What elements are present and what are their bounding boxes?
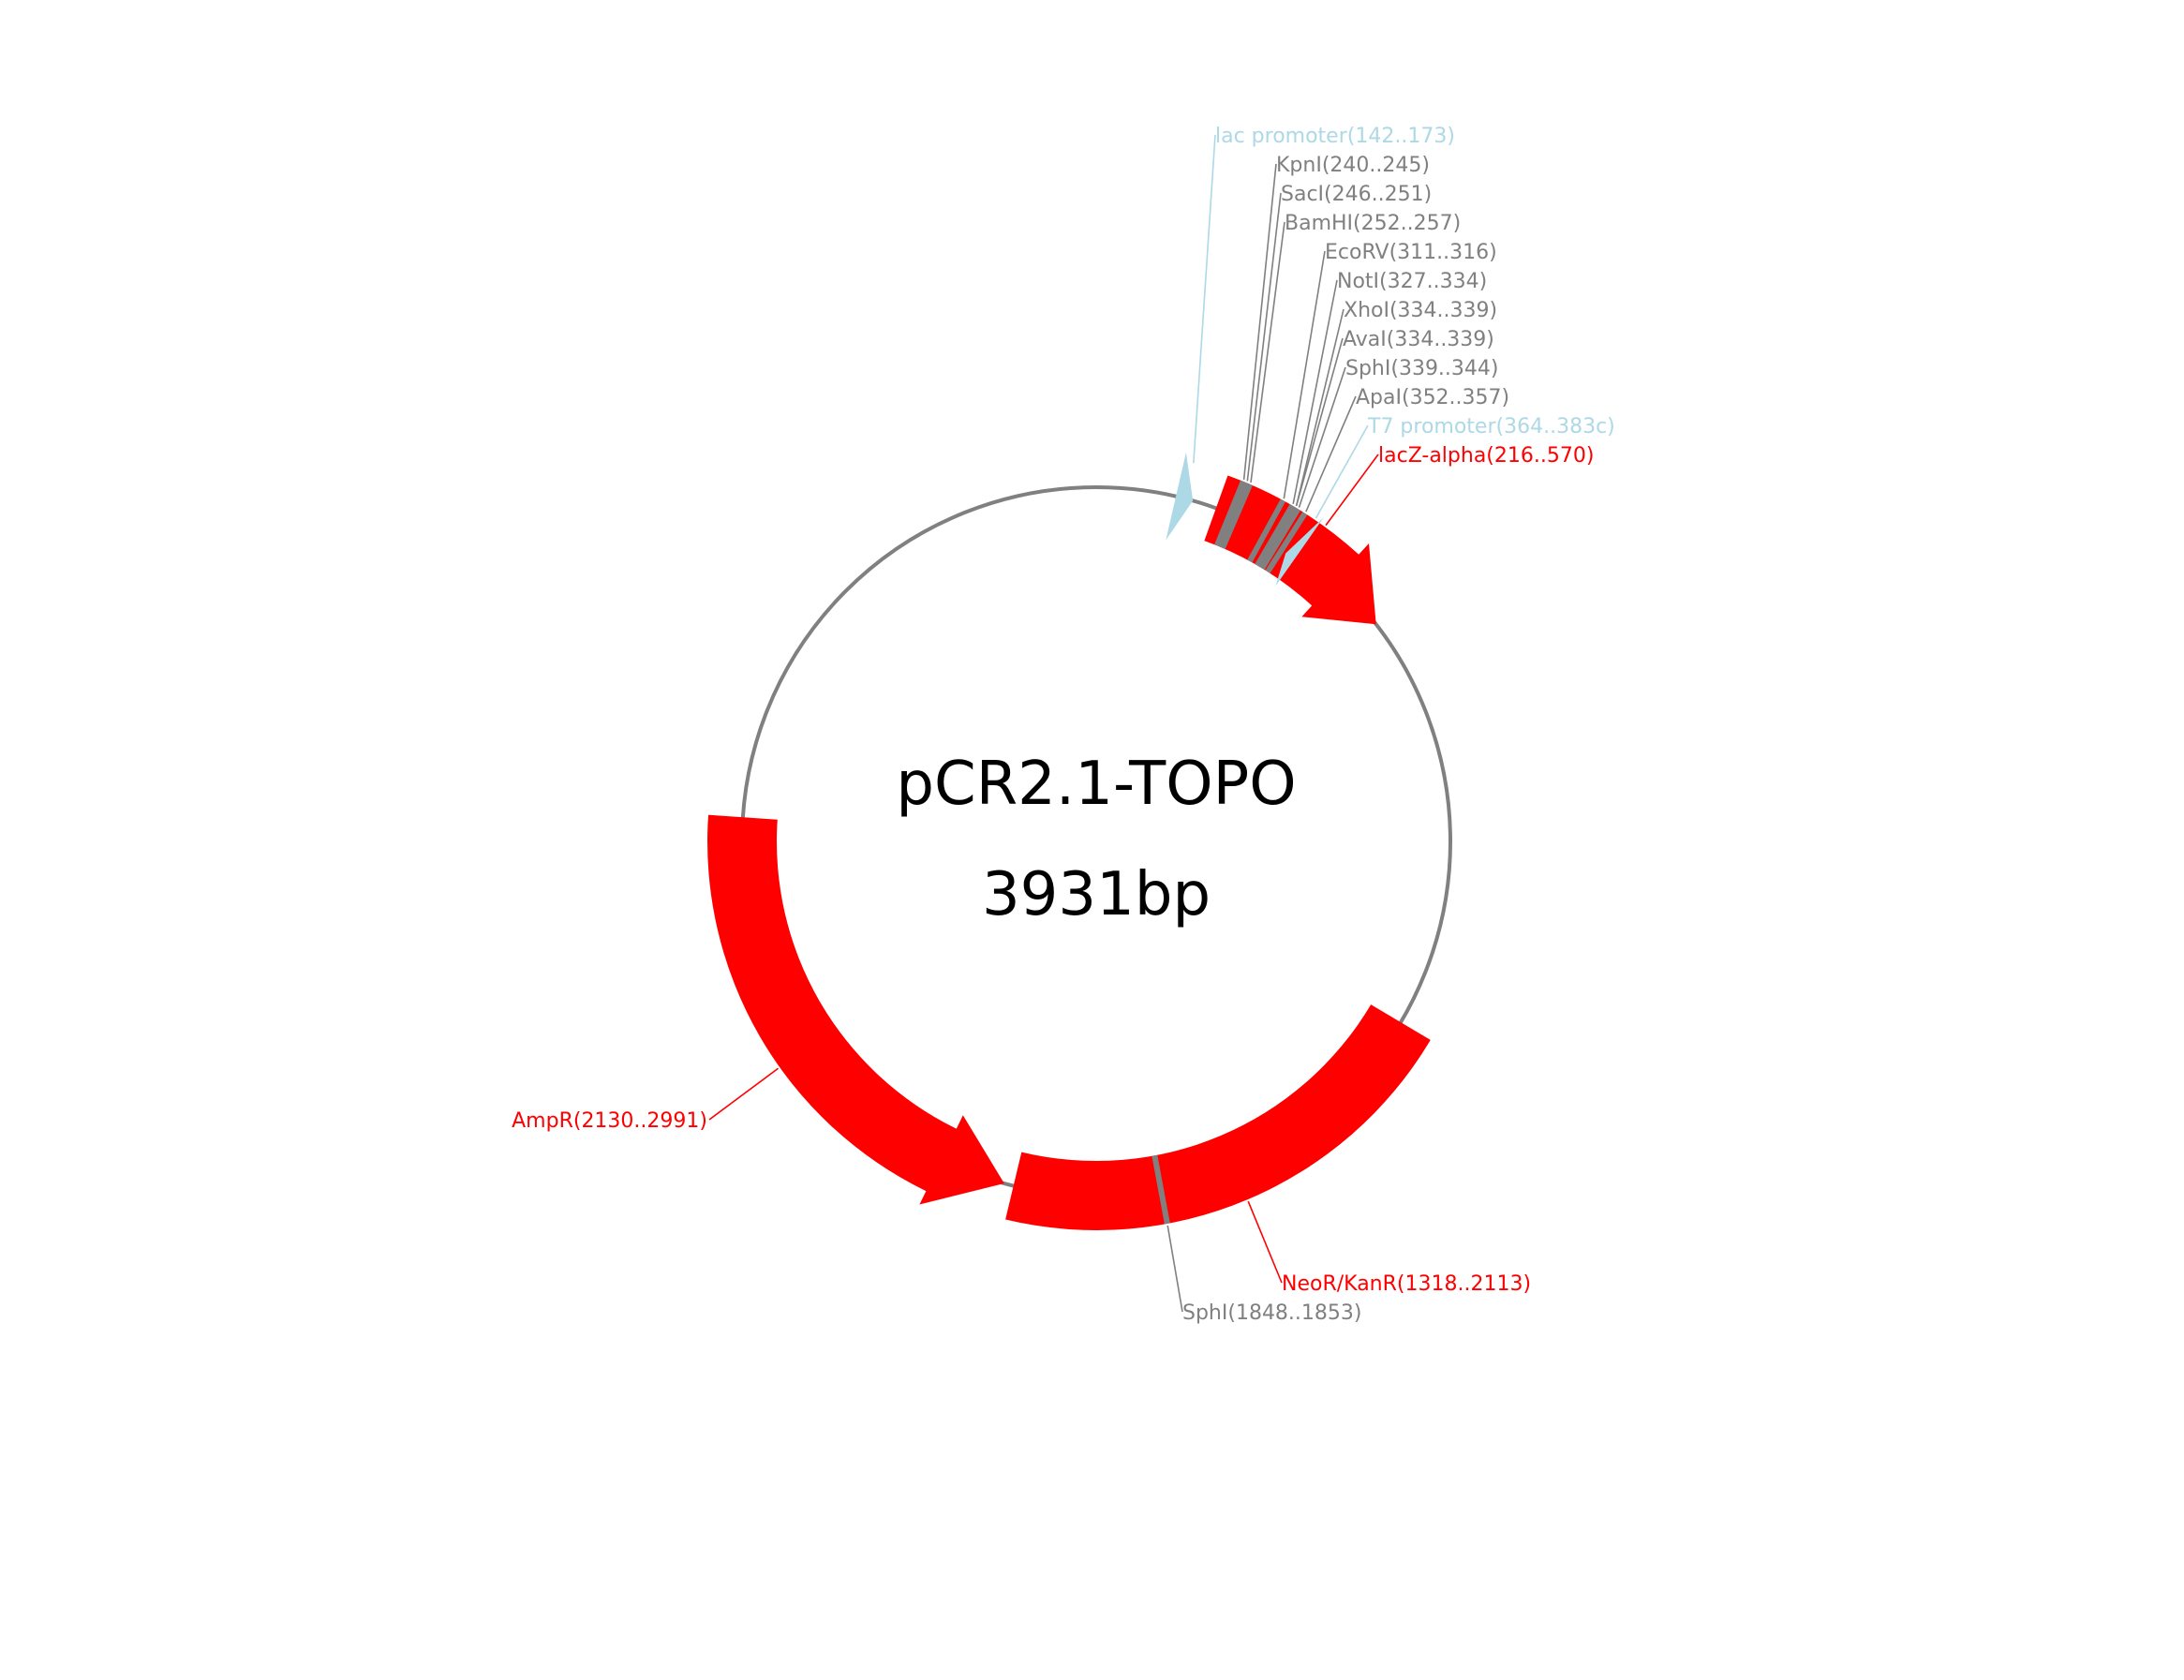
feature-layer — [707, 452, 1431, 1230]
sphi-2-site-mark — [1151, 1154, 1170, 1225]
plasmid-size: 3931bp — [982, 860, 1211, 929]
t7-promoter-leader-line — [1315, 424, 1369, 519]
apai-leader-line — [1305, 395, 1357, 513]
noti-label: NotI(327..334) — [1337, 270, 1487, 293]
plasmid-name: pCR2.1-TOPO — [896, 750, 1296, 819]
apai-site-mark — [1265, 512, 1308, 573]
site-layer — [1151, 480, 1308, 1225]
xhoi-leader-line — [1295, 308, 1345, 507]
lac-promoter-feature-arrow — [1166, 452, 1194, 541]
leader-layer — [708, 134, 1379, 1313]
ecorv-label: EcoRV(311..316) — [1325, 241, 1497, 264]
lacz-alpha-label: lacZ-alpha(216..570) — [1378, 444, 1594, 468]
kpni-leader-line — [1242, 163, 1277, 481]
ampr-leader-line — [708, 1067, 780, 1121]
noti-site-mark — [1255, 504, 1295, 567]
neor-kanr-label: NeoR/KanR(1318..2113) — [1282, 1272, 1531, 1296]
bamhi-label: BamHI(252..257) — [1285, 212, 1461, 235]
ampr-label: AmpR(2130..2991) — [512, 1109, 707, 1133]
saci-site-mark — [1217, 482, 1250, 548]
sphi-2-label: SphI(1848..1853) — [1182, 1301, 1362, 1325]
ampr-feature-arrow — [707, 814, 1004, 1205]
avai-label: AvaI(334..339) — [1343, 328, 1494, 351]
t7-promoter-label: T7 promoter(364..383c) — [1367, 415, 1615, 439]
kpni-site-mark — [1214, 480, 1246, 547]
t7-promoter-feature-arrow — [1275, 516, 1325, 587]
apai-label: ApaI(352..357) — [1356, 386, 1509, 409]
ecorv-site-mark — [1247, 498, 1285, 563]
bamhi-leader-line — [1250, 221, 1285, 483]
kpni-label: KpnI(240..245) — [1276, 154, 1430, 177]
neor-kanr-leader-line — [1247, 1200, 1283, 1284]
label-layer: lac promoter(142..173) KpnI(240..245) SacI… — [512, 125, 1615, 1325]
sphi-1-site-mark — [1259, 507, 1301, 571]
noti-leader-line — [1292, 279, 1338, 504]
ecorv-leader-line — [1283, 250, 1326, 499]
xhoi-label: XhoI(334..339) — [1344, 299, 1497, 322]
saci-leader-line — [1246, 192, 1282, 482]
lac-promoter-leader-line — [1193, 134, 1216, 464]
sphi-2-leader-line — [1166, 1225, 1183, 1313]
sphi-1-label: SphI(339..344) — [1345, 357, 1499, 380]
lac-promoter-label: lac promoter(142..173) — [1215, 125, 1455, 148]
saci-label: SacI(246..251) — [1281, 183, 1432, 206]
avai-leader-line — [1295, 337, 1344, 507]
lacz-alpha-leader-line — [1325, 453, 1379, 527]
neor-kanr-feature-arrow — [1005, 1004, 1431, 1230]
bamhi-site-mark — [1220, 483, 1253, 550]
sphi-1-leader-line — [1298, 366, 1346, 508]
